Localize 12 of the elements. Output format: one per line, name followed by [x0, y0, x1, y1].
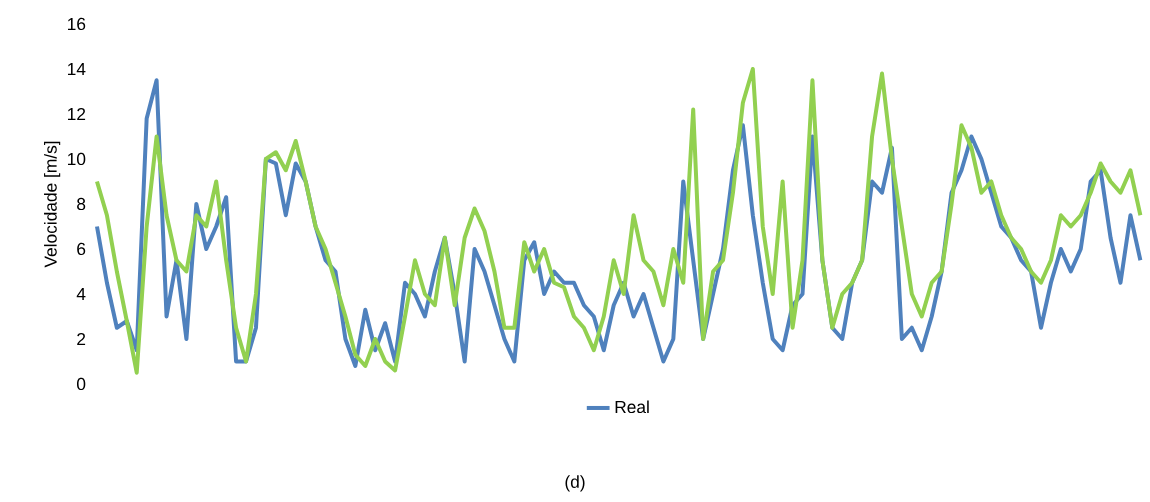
- y-tick-label: 12: [68, 107, 86, 121]
- y-tick-label: 4: [76, 288, 86, 300]
- y-tick-label: 2: [77, 332, 86, 346]
- y-tick-label: 0: [76, 377, 86, 391]
- y-tick-label: 8: [77, 197, 86, 211]
- y-tick-label: 14: [68, 63, 86, 75]
- y-tick-label: 10: [68, 152, 86, 166]
- text: (d): [565, 475, 585, 492]
- legend-label: Real: [615, 400, 649, 414]
- y-axis-title: Velocidade [m/s]: [44, 141, 61, 268]
- y-tick-label: 16: [68, 17, 86, 31]
- y-tick-label: 6: [77, 242, 86, 256]
